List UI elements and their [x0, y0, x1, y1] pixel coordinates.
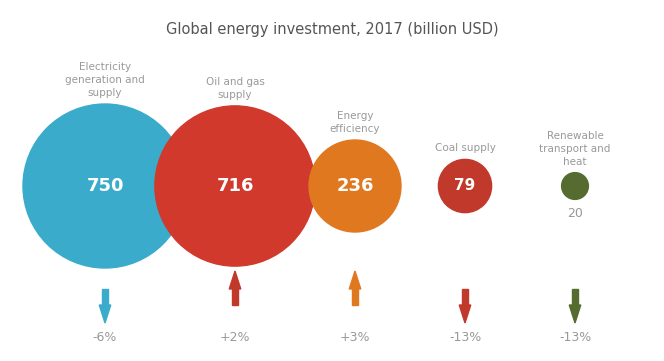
Circle shape: [23, 104, 187, 268]
Text: 750: 750: [86, 177, 124, 195]
Text: -13%: -13%: [449, 331, 481, 344]
Text: Coal supply: Coal supply: [434, 143, 495, 153]
Polygon shape: [572, 289, 578, 305]
Polygon shape: [462, 289, 467, 305]
Text: Energy
efficiency: Energy efficiency: [330, 111, 380, 134]
Text: Oil and gas
supply: Oil and gas supply: [206, 77, 264, 100]
Text: +2%: +2%: [220, 331, 250, 344]
Text: Global energy investment, 2017 (billion USD): Global energy investment, 2017 (billion …: [166, 22, 498, 37]
Polygon shape: [232, 289, 238, 305]
Circle shape: [155, 106, 315, 266]
Text: +3%: +3%: [340, 331, 371, 344]
Polygon shape: [229, 271, 241, 289]
Polygon shape: [349, 271, 361, 289]
Circle shape: [309, 140, 401, 232]
Polygon shape: [99, 305, 111, 323]
Polygon shape: [352, 289, 358, 305]
Text: -13%: -13%: [559, 331, 591, 344]
Circle shape: [438, 160, 491, 213]
Text: Electricity
generation and
supply: Electricity generation and supply: [65, 62, 145, 98]
Text: 236: 236: [336, 177, 374, 195]
Text: Renewable
transport and
heat: Renewable transport and heat: [539, 131, 611, 167]
Circle shape: [562, 173, 588, 199]
Text: -6%: -6%: [93, 331, 117, 344]
Polygon shape: [102, 289, 108, 305]
Text: 716: 716: [216, 177, 254, 195]
Text: 20: 20: [567, 207, 583, 221]
Polygon shape: [459, 305, 471, 323]
Polygon shape: [569, 305, 581, 323]
Text: 79: 79: [454, 178, 475, 193]
